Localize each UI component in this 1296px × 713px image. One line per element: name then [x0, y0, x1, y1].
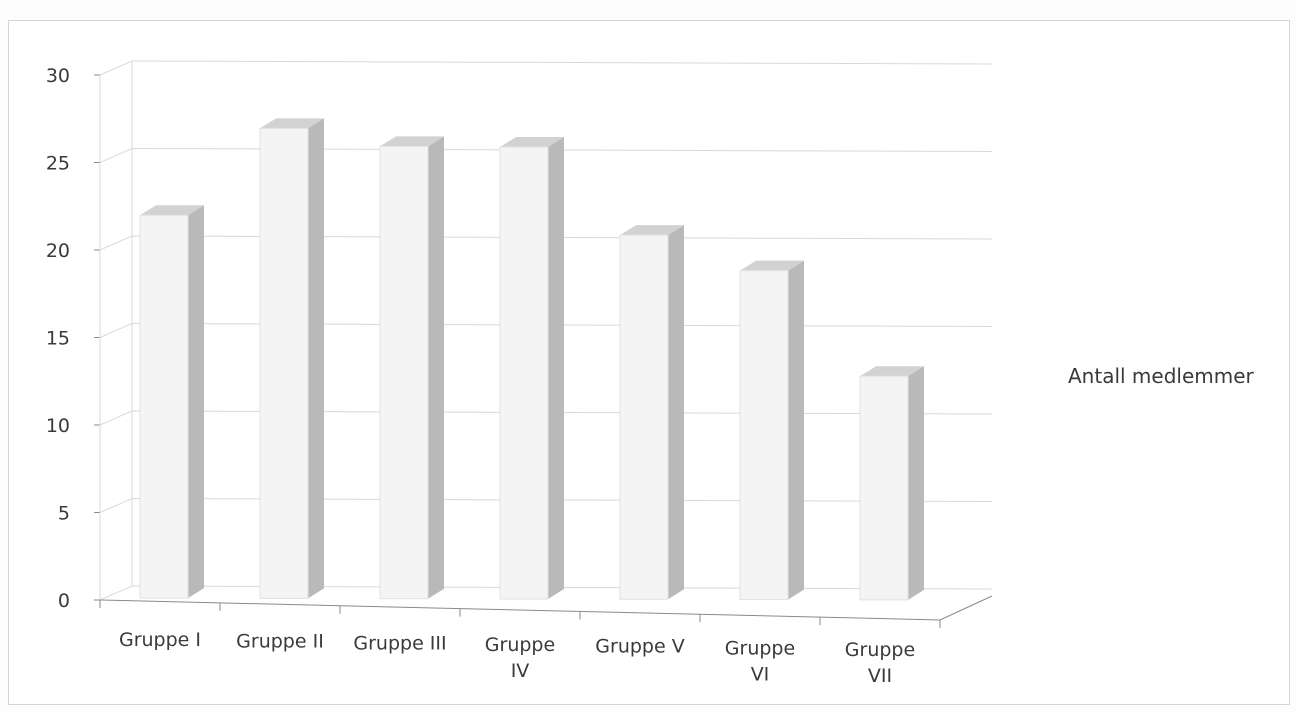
floor-edge — [939, 595, 993, 621]
y-tick-label: 5 — [58, 503, 70, 525]
bar-side — [188, 205, 204, 599]
x-tick-label-line: Gruppe V — [595, 636, 684, 658]
x-axis-line — [99, 599, 941, 621]
gridline-side — [99, 148, 133, 163]
bar-top — [740, 260, 804, 271]
axes — [94, 61, 993, 628]
bar — [139, 214, 189, 599]
y-tick-label: 10 — [46, 415, 70, 437]
y-tick-label: 15 — [46, 328, 70, 350]
bar-side — [308, 118, 324, 599]
bar-top — [500, 137, 564, 147]
y-tick-label: 0 — [58, 590, 70, 612]
bar-group — [259, 118, 324, 599]
bar-top — [260, 118, 324, 129]
x-tick-label: Gruppe I — [119, 629, 201, 651]
bar — [499, 146, 549, 600]
bar — [859, 375, 909, 601]
x-tick-label-line: Gruppe I — [119, 629, 201, 651]
bar-group — [499, 137, 564, 600]
x-tick-label: Gruppe VII — [845, 639, 915, 687]
bar-group — [379, 136, 444, 600]
gridline-side — [99, 60, 133, 76]
x-tick-label: Gruppe IV — [485, 634, 555, 682]
x-tick-label-line: Gruppe II — [236, 631, 324, 653]
bar-side — [908, 366, 924, 600]
bar-side — [428, 136, 444, 599]
bar-group — [619, 225, 684, 600]
y-tick-label: 30 — [46, 65, 70, 87]
x-tick-label-line: Gruppe — [485, 634, 555, 656]
bar-top — [620, 225, 684, 236]
gridline-side — [99, 410, 133, 426]
x-tick-label: Gruppe V — [595, 636, 684, 658]
bar-side — [668, 225, 684, 600]
bar-side — [788, 260, 804, 600]
bar-top — [140, 205, 204, 216]
bar — [619, 234, 669, 600]
x-tick-label-line: Gruppe — [845, 639, 915, 661]
bars — [139, 118, 924, 601]
bar-top — [380, 136, 444, 147]
gridline-side — [99, 235, 133, 251]
bar-top — [860, 366, 924, 377]
x-tick-label-line: VII — [868, 665, 892, 687]
x-tick-label-line: Gruppe — [725, 637, 795, 659]
bar — [259, 127, 309, 599]
bar-group — [139, 205, 204, 599]
y-tick-label: 25 — [46, 153, 70, 175]
bar-group — [739, 260, 804, 601]
gridline-side — [99, 585, 133, 601]
x-tick-label: Gruppe III — [353, 632, 446, 654]
bar — [739, 270, 789, 601]
bar — [379, 145, 429, 600]
x-tick-label-line: IV — [511, 660, 530, 682]
legend-entry: Antall medlemmer — [1068, 364, 1254, 388]
y-tick-label: 20 — [46, 240, 70, 262]
y-axis-ticks: 0 5 10 15 20 25 30 — [46, 65, 70, 612]
bar-group — [859, 366, 924, 601]
gridline-side — [99, 498, 133, 513]
x-axis-labels: Gruppe I Gruppe II Gruppe III Gruppe IVGrupp… — [119, 629, 915, 687]
x-tick-label: Gruppe II — [236, 631, 324, 653]
bar-side — [548, 137, 564, 599]
x-tick-label-line: VI — [751, 663, 770, 685]
x-tick-label-line: Gruppe III — [353, 632, 446, 654]
gridline-side — [99, 323, 133, 338]
gridline — [131, 60, 993, 65]
x-tick-label: Gruppe VI — [725, 637, 795, 685]
